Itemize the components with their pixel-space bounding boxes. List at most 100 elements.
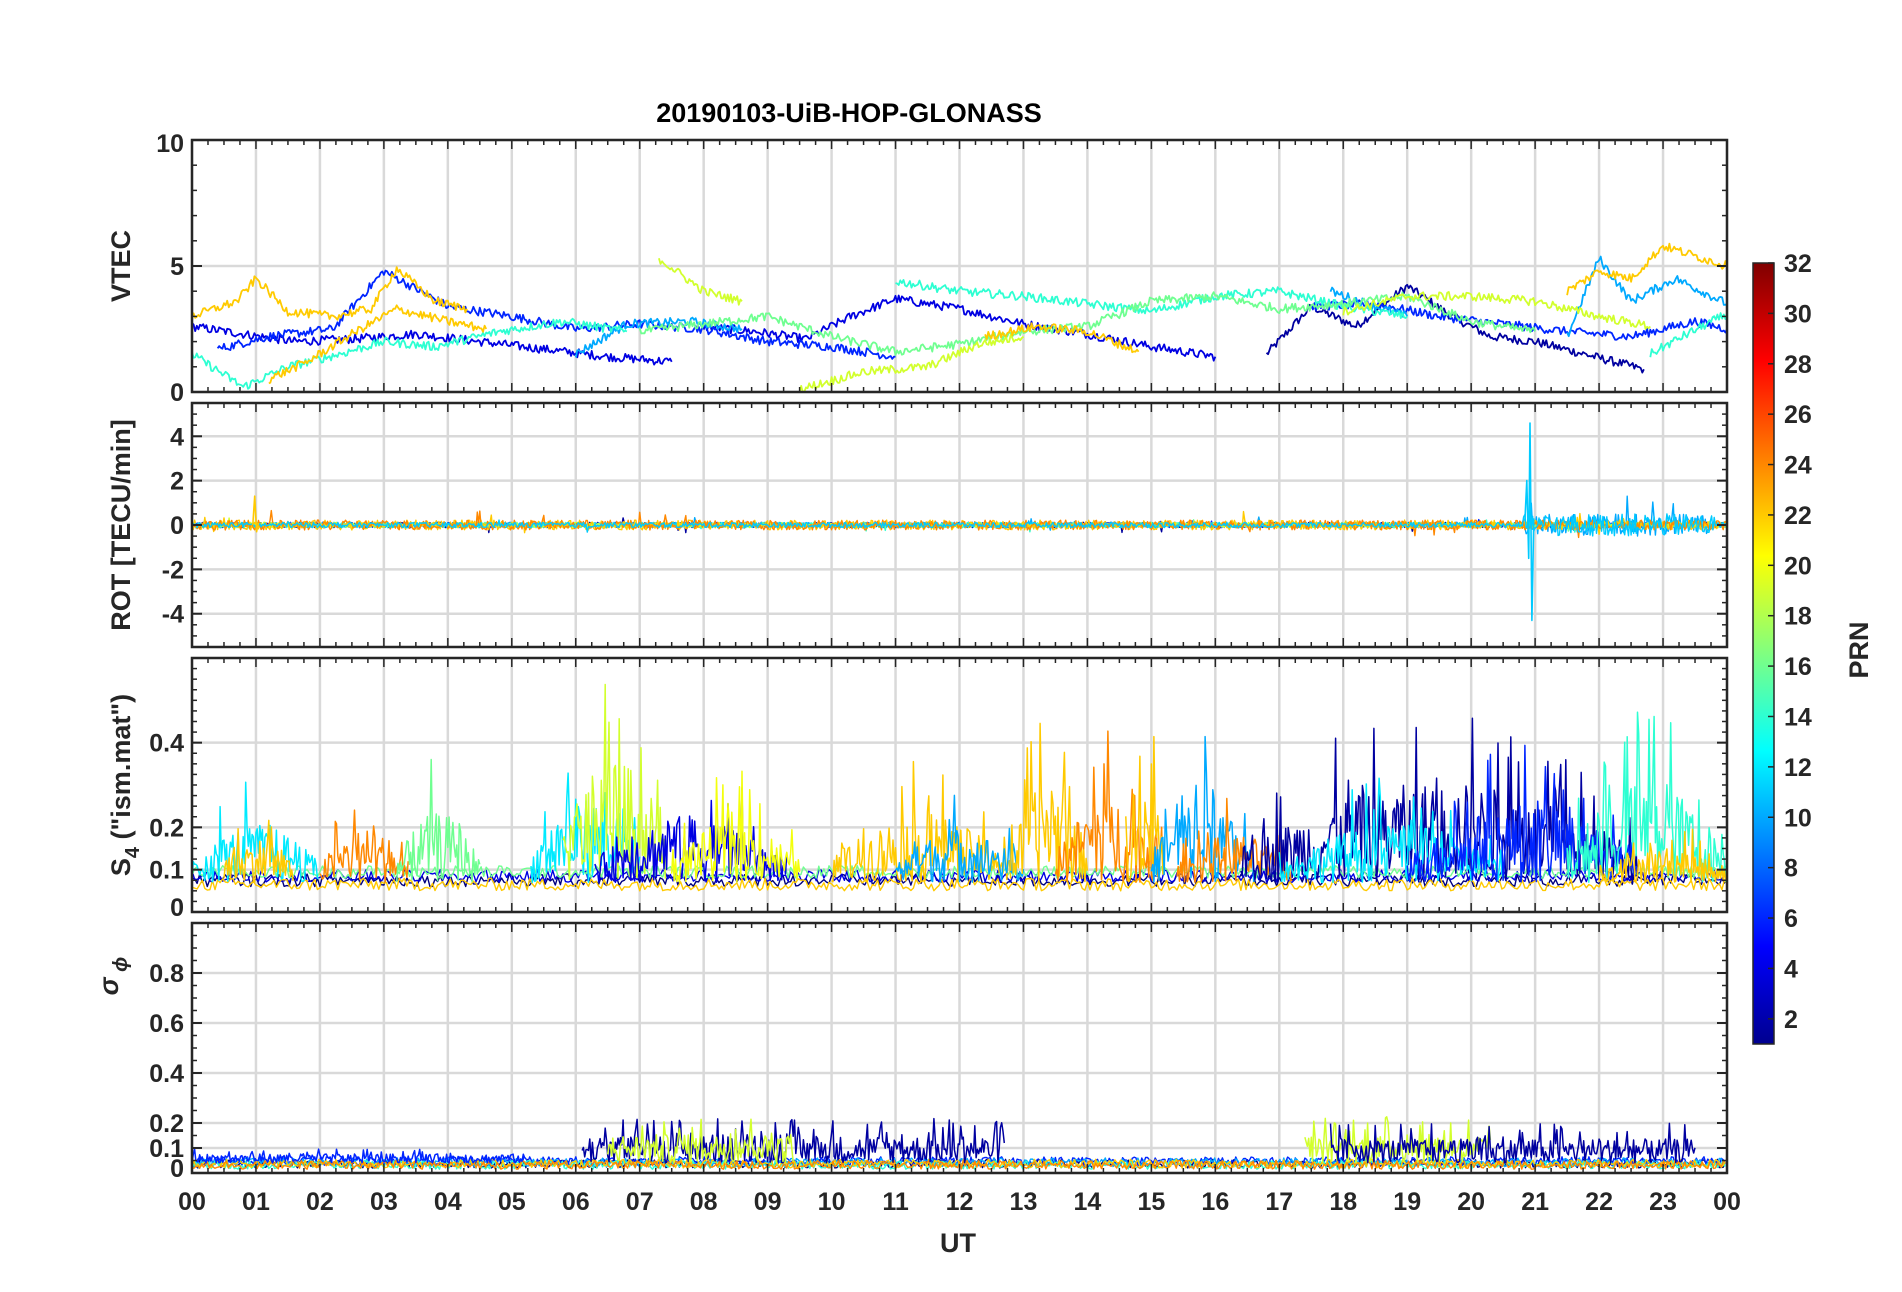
y-tick-label: 0.6 xyxy=(149,1010,184,1038)
x-tick-label: 22 xyxy=(1585,1188,1613,1216)
y-tick-label: 0 xyxy=(170,379,184,407)
colorbar-tick-label: 30 xyxy=(1784,300,1812,328)
x-tick-label: 23 xyxy=(1649,1188,1677,1216)
series-line-prn-20 xyxy=(670,770,801,883)
colorbar-tick-label: 26 xyxy=(1784,401,1812,429)
colorbar-tick-label: 32 xyxy=(1784,250,1812,278)
y-axis-label-sigma_phi: σ ϕ xyxy=(94,957,132,996)
x-tick-label: 03 xyxy=(370,1188,398,1216)
series-line-prn-22 xyxy=(831,760,1012,884)
panel-vtec: 0 5 10 VTEC xyxy=(106,130,1729,407)
colorbar-tick-label: 18 xyxy=(1784,603,1812,631)
x-tick-label: 21 xyxy=(1521,1188,1549,1216)
y-tick-label: -2 xyxy=(162,556,184,584)
x-tick-label: 20 xyxy=(1457,1188,1485,1216)
series-line-prn-14 xyxy=(895,279,1408,319)
x-tick-label: 18 xyxy=(1329,1188,1357,1216)
panel-sigma_phi-frame xyxy=(190,921,1729,1175)
panel-rot-frame xyxy=(190,401,1729,649)
x-tick-label: 10 xyxy=(818,1188,846,1216)
series-line-prn-14 xyxy=(192,317,628,390)
series-line-prn-22 xyxy=(1598,828,1727,883)
series-line-prn-24 xyxy=(1054,730,1165,883)
colorbar-tick-label: 4 xyxy=(1784,955,1798,983)
colorbar-tick-label: 14 xyxy=(1784,703,1812,731)
series-line-prn-11 xyxy=(1524,422,1535,622)
y-tick-label: 4 xyxy=(170,423,184,451)
colorbar-tick-label: 20 xyxy=(1784,552,1812,580)
series-line-prn-19 xyxy=(1342,291,1651,330)
y-tick-label: 0.8 xyxy=(149,960,184,988)
y-tick-label: 0.2 xyxy=(149,814,184,842)
series-line-prn-6 xyxy=(192,1148,526,1164)
series-line-prn-6 xyxy=(1406,744,1639,883)
y-tick-label: 0.2 xyxy=(149,1110,184,1138)
series-line-prn-14 xyxy=(1649,312,1727,358)
series-line-prn-11 xyxy=(192,513,1727,537)
x-tick-label: 06 xyxy=(562,1188,590,1216)
x-axis-label: UT xyxy=(940,1228,976,1258)
chart-title: 20190103-UiB-HOP-GLONASS xyxy=(656,98,1042,128)
y-tick-label: 2 xyxy=(170,468,184,496)
colorbar-tick-label: 8 xyxy=(1784,855,1798,883)
colorbar-tick-label: 12 xyxy=(1784,754,1812,782)
y-tick-label: 0 xyxy=(170,512,184,540)
panel-vtec-frame xyxy=(190,138,1729,394)
series-line-prn-16 xyxy=(638,291,1536,356)
x-tick-label: 15 xyxy=(1137,1188,1165,1216)
x-tick-label: 14 xyxy=(1074,1188,1102,1216)
series-line-prn-22 xyxy=(1125,735,1165,883)
series-line-prn-10 xyxy=(894,794,1025,883)
panel-s4-series xyxy=(192,683,1727,892)
y-axis-label-rot: ROT [TECU/min] xyxy=(106,419,136,630)
y-tick-label: -4 xyxy=(162,601,184,629)
y-axis-label-s4: S4 ("ism.mat") xyxy=(106,694,144,876)
panel-rot-series xyxy=(192,422,1727,622)
series-line-prn-22 xyxy=(192,266,468,321)
colorbar-tick-label: 6 xyxy=(1784,905,1798,933)
x-tick-label: 07 xyxy=(626,1188,654,1216)
series-line-prn-24 xyxy=(319,809,409,883)
y-tick-label: 0.1 xyxy=(149,1135,184,1163)
y-tick-label: 10 xyxy=(156,130,184,158)
x-tick-label: 00 xyxy=(1713,1188,1741,1216)
panel-sigma_phi: 00.10.2 0.4 0.6 0.8 σ ϕ xyxy=(94,921,1729,1183)
x-tick-label: 00 xyxy=(178,1188,206,1216)
y-tick-label: 0 xyxy=(170,894,184,922)
series-line-prn-2 xyxy=(1329,1122,1696,1164)
x-tick-label: 09 xyxy=(754,1188,782,1216)
series-line-prn-22 xyxy=(1566,242,1727,296)
colorbar-tick-label: 22 xyxy=(1784,502,1812,530)
series-line-prn-19 xyxy=(606,1118,794,1164)
series-line-prn-6 xyxy=(1310,299,1727,341)
panel-rot: -4 -2 0 2 4 ROT [TECU/min] xyxy=(106,401,1729,649)
series-line-prn-22 xyxy=(268,304,488,385)
x-tick-label: 12 xyxy=(946,1188,974,1216)
colorbar-tick-label: 28 xyxy=(1784,351,1812,379)
x-tick-label: 19 xyxy=(1393,1188,1421,1216)
colorbar-tick-label: 16 xyxy=(1784,653,1812,681)
x-tick-label: 17 xyxy=(1265,1188,1293,1216)
x-tick-label: 11 xyxy=(882,1188,909,1216)
series-line-prn-19 xyxy=(798,333,1025,392)
panel-s4: 0 0.1 0.2 0.4S4 ("ism.mat") xyxy=(106,656,1729,922)
series-line-prn-22 xyxy=(984,322,1140,354)
x-tick-label: 01 xyxy=(242,1188,270,1216)
panel-vtec-series xyxy=(192,242,1727,392)
x-tick-label: 16 xyxy=(1201,1188,1229,1216)
x-axis: 00 01 02 03 04 05 06 07 08 09 10 11 12 13 14 15 16 17 18 19… xyxy=(178,1188,1741,1216)
y-axis-label-vtec: VTEC xyxy=(106,230,136,302)
x-tick-label: 13 xyxy=(1010,1188,1038,1216)
series-line-prn-24 xyxy=(192,509,1727,539)
y-tick-label: 0 xyxy=(170,1155,184,1183)
x-tick-label: 08 xyxy=(690,1188,718,1216)
series-line-prn-22 xyxy=(223,819,294,883)
series-line-prn-16 xyxy=(395,758,481,883)
y-tick-label: 5 xyxy=(170,253,184,281)
series-line-prn-2 xyxy=(581,1117,1006,1164)
colorbar-gradient xyxy=(1752,262,1775,1045)
colorbar-tick-label: 24 xyxy=(1784,452,1812,480)
series-line-prn-12 xyxy=(192,781,320,883)
